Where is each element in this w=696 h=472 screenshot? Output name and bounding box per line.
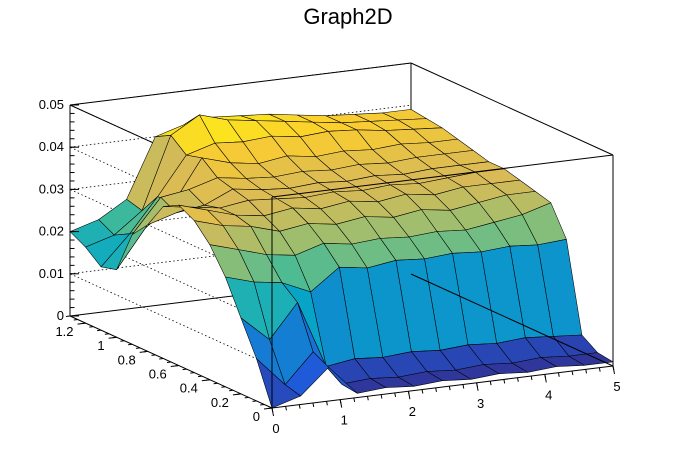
y-minor-tick (252, 400, 257, 402)
x-minor-tick (421, 389, 424, 394)
grid-line-z (69, 231, 412, 275)
grid-line-z (69, 104, 412, 148)
box-edge (271, 154, 614, 198)
y-minor-tick (236, 393, 241, 395)
z-tick-label: 0.02 (39, 224, 64, 239)
y-minor-tick (73, 319, 78, 321)
y-minor-tick (260, 403, 265, 406)
y-minor-tick (112, 336, 117, 339)
x-minor-tick (448, 386, 451, 391)
x-minor-tick (285, 406, 287, 411)
y-minor-tick (159, 357, 164, 360)
x-tick-label: 5 (613, 379, 620, 394)
x-minor-tick (394, 392, 397, 397)
y-minor-tick (174, 365, 179, 367)
y-minor-tick (221, 386, 226, 388)
box-edge (271, 365, 614, 409)
box-edge (410, 62, 614, 156)
y-minor-tick (120, 340, 125, 342)
x-minor-tick (598, 367, 601, 372)
y-minor-tick (151, 354, 156, 356)
x-minor-tick (353, 397, 356, 403)
x-minor-tick (557, 372, 560, 377)
y-minor-tick (81, 322, 86, 325)
z-tick-label: 0.01 (39, 266, 64, 281)
axes: 01234500.20.40.60.811.200.010.020.030.04… (39, 97, 621, 436)
x-minor-tick (517, 377, 519, 382)
x-minor-tick (298, 404, 301, 409)
y-tick-label: 0.6 (149, 367, 167, 382)
y-minor-tick (166, 361, 172, 363)
x-tick-label: 3 (477, 396, 484, 411)
front-box-edges (271, 62, 614, 409)
x-tick-label: 4 (545, 387, 552, 402)
x-minor-tick (612, 365, 615, 371)
x-minor-tick (503, 379, 506, 384)
x-minor-tick (544, 374, 547, 379)
x-minor-tick (476, 382, 478, 387)
z-tick-label: 0.04 (39, 139, 64, 154)
y-tick-label: 0 (253, 409, 260, 424)
x-minor-tick (462, 384, 465, 389)
y-tick-label: 0.4 (180, 381, 198, 396)
x-minor-tick (585, 369, 588, 374)
y-minor-tick (135, 347, 140, 349)
y-minor-tick (244, 396, 249, 399)
grid-line-z (69, 62, 412, 106)
y-minor-tick (143, 350, 148, 353)
y-minor-tick (128, 343, 133, 346)
x-minor-tick (312, 402, 315, 408)
y-minor-tick (267, 407, 273, 409)
y-minor-tick (104, 333, 109, 335)
y-minor-tick (213, 382, 218, 385)
y-tick-label: 0.8 (118, 352, 136, 367)
y-minor-tick (205, 379, 210, 381)
surface-cell (256, 358, 301, 409)
x-minor-tick (489, 381, 492, 386)
x-minor-tick (339, 399, 342, 404)
y-minor-tick (89, 326, 94, 328)
x-minor-tick (407, 391, 410, 396)
y-minor-tick (97, 329, 102, 332)
surface-mesh (69, 109, 614, 409)
x-minor-tick (271, 407, 274, 413)
x-tick-label: 1 (341, 413, 348, 428)
x-minor-tick (530, 375, 533, 381)
x-minor-tick (326, 401, 328, 406)
x-tick-label: 2 (409, 404, 416, 419)
chart-title: Graph2D (303, 4, 392, 29)
y-tick-label: 1.2 (55, 324, 73, 339)
box-edge (410, 273, 614, 367)
y-minor-tick (65, 315, 71, 317)
y-minor-tick (182, 368, 187, 371)
y-minor-tick (190, 372, 195, 374)
x-minor-tick (571, 370, 574, 376)
x-minor-tick (366, 396, 369, 401)
y-minor-tick (229, 389, 234, 392)
y-minor-tick (198, 375, 203, 378)
y-tick-label: 0.2 (211, 395, 229, 410)
x-minor-tick (380, 394, 383, 399)
grid-line-z (69, 273, 273, 367)
z-tick-label: 0 (57, 308, 64, 323)
x-tick-label: 0 (272, 421, 279, 436)
grid-line-z (69, 147, 412, 190)
y-tick-label: 1 (97, 338, 104, 353)
x-minor-tick (435, 387, 437, 392)
z-tick-label: 0.05 (39, 97, 64, 112)
z-tick-label: 0.03 (39, 181, 64, 196)
